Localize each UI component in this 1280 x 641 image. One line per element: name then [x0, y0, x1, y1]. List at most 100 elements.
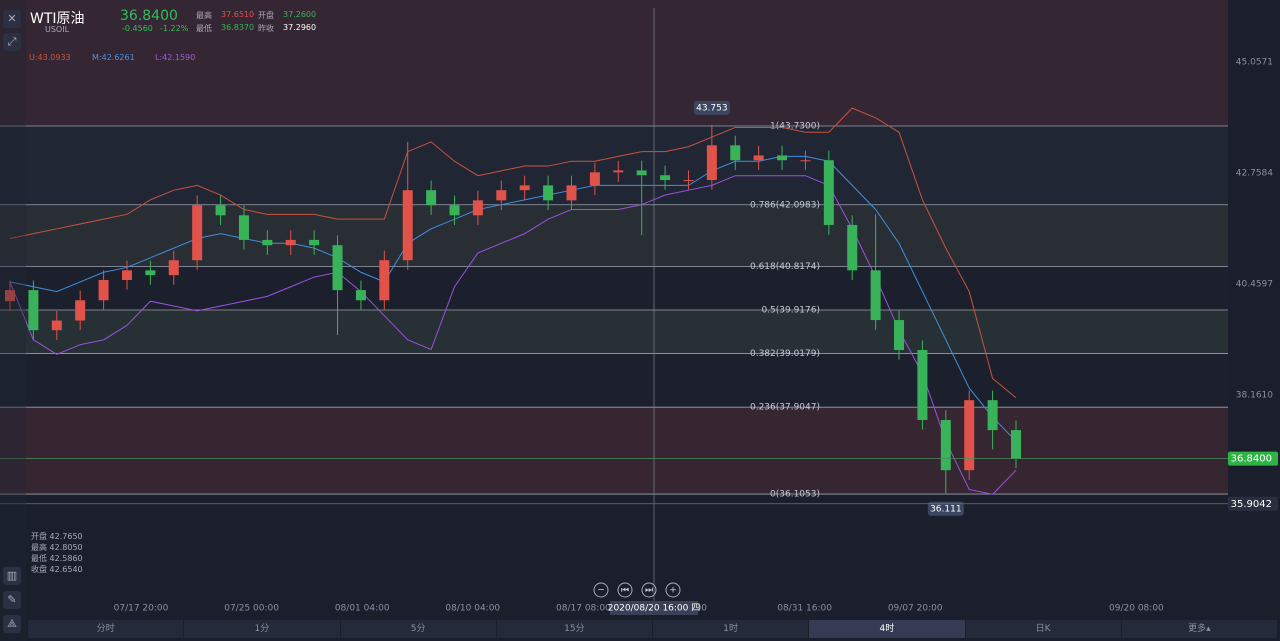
timeframe-tab[interactable]: 1时 — [653, 620, 810, 638]
candle-body — [917, 349, 928, 420]
candle-body — [426, 190, 437, 206]
candle-body — [472, 200, 483, 216]
candle-body — [28, 290, 39, 331]
candle-body — [145, 270, 156, 276]
candle-body — [706, 145, 717, 181]
fib-label: 0.5(39.9176) — [761, 306, 820, 316]
x-tick-label: 07/17 20:00 — [114, 604, 169, 614]
candle-body — [519, 185, 530, 191]
ohlc-line: 收盘 42.6540 — [31, 565, 83, 574]
nav-icon: ⏮ — [621, 586, 629, 596]
fib-zone — [0, 310, 1228, 354]
candle-body — [660, 175, 671, 181]
indicator-label: U:43.0933 — [29, 53, 71, 62]
plot-bg — [0, 0, 1228, 615]
band-line — [9, 155, 1017, 442]
price-tag — [1228, 496, 1278, 511]
symbol-code: USOIL — [45, 25, 70, 34]
nav-button[interactable] — [593, 582, 609, 598]
timeframe-tab[interactable]: 日K — [966, 620, 1122, 638]
x-tick-label: 08/10 04:00 — [445, 604, 500, 614]
candle-body — [683, 180, 694, 182]
fib-label: 0(36.1053) — [770, 490, 820, 500]
candle-body — [964, 400, 975, 471]
timeframe-tab[interactable]: 4时 — [809, 620, 966, 638]
crosshair-tag — [610, 601, 698, 615]
candle-body — [238, 215, 249, 240]
change-pct: -1.22% — [160, 24, 189, 33]
candle-body — [987, 400, 998, 431]
x-tick-label: 08/01 04:00 — [335, 604, 390, 614]
fib-zone — [0, 0, 1228, 126]
candle-body — [566, 185, 577, 201]
nav-icon: ⏭ — [645, 586, 653, 596]
fib-zone — [0, 266, 1228, 311]
timeframe-tab[interactable]: 5分 — [341, 620, 497, 638]
stat-value: 36.8370 — [221, 23, 255, 32]
candle-body — [800, 160, 811, 162]
timeframe-tab[interactable]: 分时 — [28, 620, 185, 638]
y-tick-label: 40.4597 — [1236, 279, 1273, 289]
draw-tool[interactable]: ⤢ — [3, 33, 21, 51]
candle-body — [215, 205, 226, 216]
measure-tool[interactable]: ⟁ — [3, 615, 21, 633]
candle-body — [847, 224, 858, 271]
candle-body — [168, 260, 179, 276]
symbol[interactable]: WTI原油 — [30, 11, 85, 27]
band-line — [9, 175, 1017, 495]
fib-label: 1(43.7300) — [770, 121, 820, 131]
nav-button[interactable] — [665, 582, 681, 598]
candle-body — [402, 190, 413, 261]
candle-body — [496, 190, 507, 201]
timeframe-tab[interactable]: 15分 — [497, 620, 653, 638]
high-tag — [693, 100, 730, 115]
candle-body — [355, 290, 366, 301]
candle-body — [379, 260, 390, 301]
crosshair-label: 2020/08/20 16:00 四 — [608, 604, 701, 614]
nav-icon: + — [669, 586, 677, 596]
candle-body — [98, 279, 109, 301]
price-tag — [1228, 451, 1278, 466]
fib-label: 0.382(39.0179) — [750, 349, 820, 359]
last-price: 36.8400 — [120, 8, 178, 24]
fib-zone — [0, 407, 1228, 495]
candle-body — [940, 419, 951, 471]
timeframe-tab[interactable]: 1分 — [184, 620, 341, 638]
indicator-label: M:42.6261 — [92, 53, 135, 62]
stat-value: 37.2600 — [283, 10, 317, 19]
candle-body — [449, 205, 460, 216]
candle-body — [332, 245, 343, 291]
pen-tool[interactable]: ✎ — [3, 591, 21, 609]
candle-body — [285, 239, 296, 246]
stat-label: 最低 — [196, 24, 212, 33]
candle-body — [753, 155, 764, 161]
candle-body — [5, 290, 15, 302]
y-tick-label: 38.1610 — [1236, 390, 1273, 400]
ohlc-line: 开盘 42.7650 — [31, 532, 83, 541]
timeframe-tab[interactable]: 更多▴ — [1122, 620, 1278, 638]
stat-label: 昨收 — [258, 24, 274, 33]
stat-label: 开盘 — [258, 11, 274, 20]
nav-icon: − — [597, 586, 605, 596]
candle-body — [192, 205, 203, 261]
toolbar: ✕ ⤢ ▥ ✎ ⟁ — [0, 0, 26, 641]
nav-button[interactable] — [641, 582, 657, 598]
candle-body — [121, 270, 132, 280]
candle-body — [75, 300, 86, 321]
low-tag — [927, 501, 964, 516]
close-button[interactable]: ✕ — [3, 10, 21, 28]
fib-label: 0.618(40.8174) — [750, 262, 820, 272]
nav-button[interactable] — [617, 582, 633, 598]
high-label: 43.753 — [696, 103, 728, 113]
candle-body — [870, 270, 881, 321]
candle-body — [777, 155, 788, 161]
indicator-tool[interactable]: ▥ — [3, 567, 21, 585]
fib-zone — [0, 204, 1228, 267]
candle-body — [894, 320, 905, 350]
timeframe-bar: 分时 1分 5分 15分 1时 4时 日K 更多▴ — [28, 620, 1278, 638]
y-tick-label: 45.0571 — [1236, 57, 1273, 67]
fib-label: 0.236(37.9047) — [750, 403, 820, 413]
price-tag-label: 36.8400 — [1231, 454, 1272, 465]
